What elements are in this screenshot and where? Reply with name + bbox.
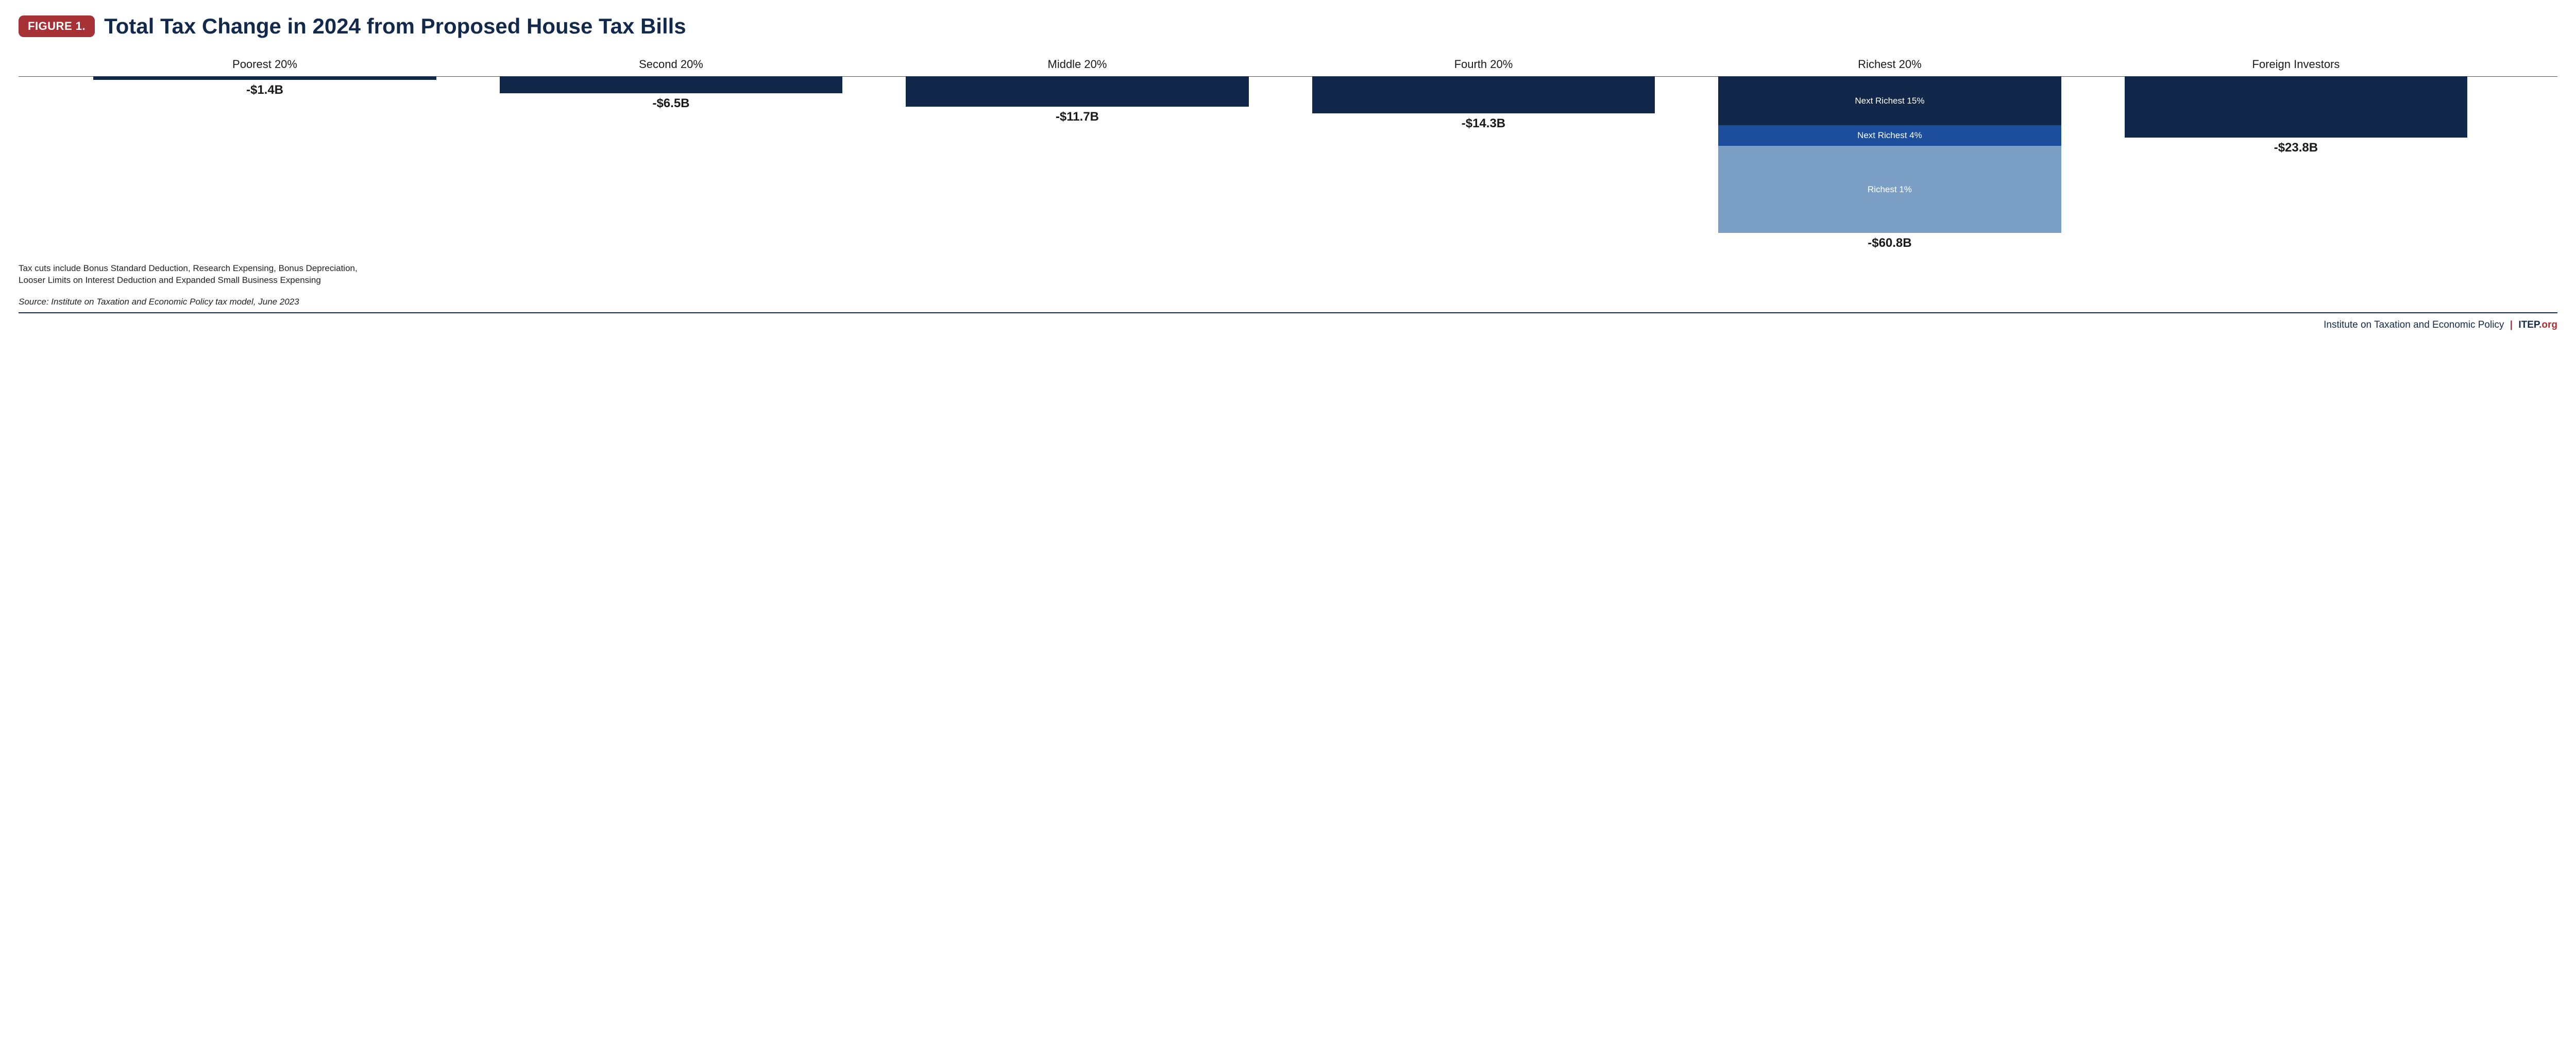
category-label: Poorest 20% (232, 58, 297, 71)
bar-segment (500, 76, 842, 93)
bar-group: Poorest 20%-$1.4B (74, 76, 455, 248)
category-label: Middle 20% (1047, 58, 1107, 71)
bar-group: Second 20%-$6.5B (481, 76, 861, 248)
bar-segment (93, 76, 436, 80)
value-label: -$14.3B (1462, 116, 1505, 131)
bar (1312, 76, 1655, 113)
bar-segment (906, 76, 1248, 107)
footer-separator: | (2507, 319, 2516, 330)
bar (906, 76, 1248, 107)
value-label: -$60.8B (1868, 236, 1911, 250)
chart-footnote: Tax cuts include Bonus Standard Deductio… (19, 263, 389, 287)
footer-org-name: Institute on Taxation and Economic Polic… (2324, 319, 2504, 330)
bar-chart: Poorest 20%-$1.4BSecond 20%-$6.5BMiddle … (19, 58, 2557, 248)
bar: Next Richest 15%Next Richest 4%Richest 1… (1718, 76, 2061, 233)
bar-segment-labeled: Richest 1% (1718, 146, 2061, 233)
bar (2125, 76, 2467, 138)
figure-header: FIGURE 1. Total Tax Change in 2024 from … (19, 14, 2557, 38)
bar (93, 76, 436, 80)
value-label: -$6.5B (652, 96, 689, 111)
bar-segment-labeled: Next Richest 15% (1718, 76, 2061, 125)
value-label: -$23.8B (2274, 141, 2318, 155)
value-label: -$1.4B (246, 83, 283, 97)
bar-segment-labeled: Next Richest 4% (1718, 125, 2061, 146)
bar (500, 76, 842, 93)
figure-container: FIGURE 1. Total Tax Change in 2024 from … (0, 0, 2576, 339)
figure-badge: FIGURE 1. (19, 15, 95, 37)
footer-divider (19, 312, 2557, 313)
footnote-line-1: Tax cuts include Bonus Standard Deductio… (19, 263, 358, 273)
bar-group: Richest 20%Next Richest 15%Next Richest … (1699, 76, 2080, 248)
bar-segment (1312, 76, 1655, 113)
bar-group: Foreign Investors-$23.8B (2106, 76, 2486, 248)
bar-segment (2125, 76, 2467, 138)
chart-source: Source: Institute on Taxation and Econom… (19, 297, 2557, 307)
footnote-line-2: Looser Limits on Interest Deduction and … (19, 275, 321, 285)
value-label: -$11.7B (1056, 110, 1099, 124)
footer-brand-suffix: .org (2539, 319, 2557, 330)
footer-brand: ITEP (2518, 319, 2539, 330)
category-label: Second 20% (639, 58, 703, 71)
bar-group: Fourth 20%-$14.3B (1293, 76, 1674, 248)
bar-group: Middle 20%-$11.7B (887, 76, 1267, 248)
footer-credit: Institute on Taxation and Economic Polic… (19, 319, 2557, 331)
category-label: Foreign Investors (2252, 58, 2340, 71)
category-label: Richest 20% (1858, 58, 1922, 71)
category-label: Fourth 20% (1454, 58, 1513, 71)
chart-title: Total Tax Change in 2024 from Proposed H… (104, 14, 686, 38)
